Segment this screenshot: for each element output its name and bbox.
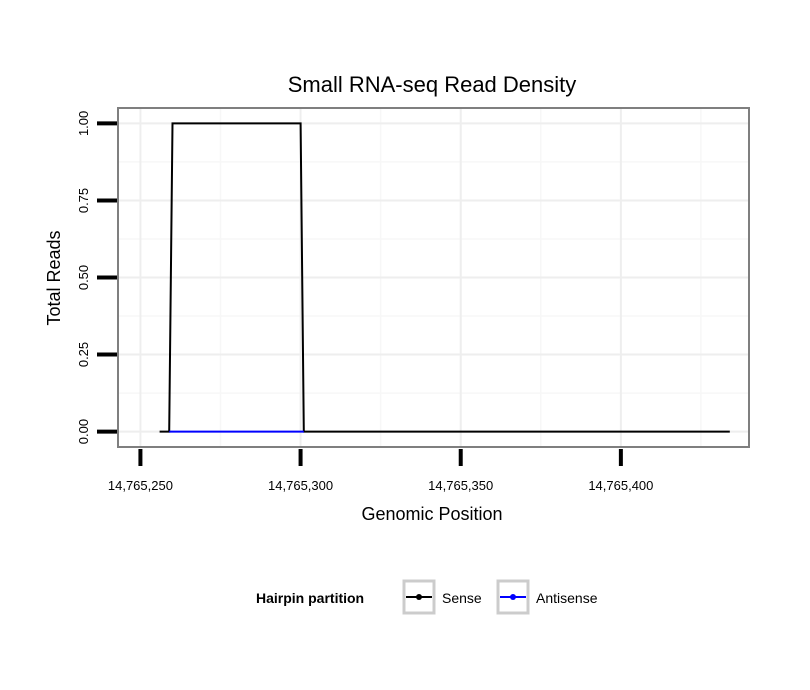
- x-axis: 14,765,250 14,765,300 14,765,350 14,765,400: [108, 449, 653, 493]
- legend-marker-sense: [416, 594, 422, 600]
- chart-title: Small RNA-seq Read Density: [288, 72, 577, 97]
- x-tick-label: 14,765,250: [108, 478, 173, 493]
- y-tick-label: 0.25: [76, 342, 91, 367]
- legend-item-sense[interactable]: Sense: [402, 579, 482, 615]
- legend: Hairpin partition Sense Antisense: [256, 579, 598, 615]
- legend-title: Hairpin partition: [256, 590, 364, 606]
- y-tick-label: 0.75: [76, 188, 91, 213]
- y-tick-label: 1.00: [76, 111, 91, 136]
- legend-label-antisense: Antisense: [536, 590, 598, 606]
- x-tick-label: 14,765,400: [588, 478, 653, 493]
- legend-label-sense: Sense: [442, 590, 482, 606]
- y-axis: 0.00 0.25 0.50 0.75 1.00: [76, 111, 117, 444]
- x-tick-label: 14,765,350: [428, 478, 493, 493]
- y-axis-title: Total Reads: [44, 230, 64, 325]
- x-tick-label: 14,765,300: [268, 478, 333, 493]
- y-tick-label: 0.00: [76, 419, 91, 444]
- series-line-sense: [159, 122, 730, 433]
- legend-item-antisense[interactable]: Antisense: [496, 579, 598, 615]
- legend-marker-antisense: [510, 594, 516, 600]
- series-layer: [159, 122, 730, 433]
- major-gridlines: [118, 108, 749, 447]
- y-tick-label: 0.50: [76, 265, 91, 290]
- plot-border: [117, 107, 750, 448]
- x-axis-title: Genomic Position: [361, 504, 502, 524]
